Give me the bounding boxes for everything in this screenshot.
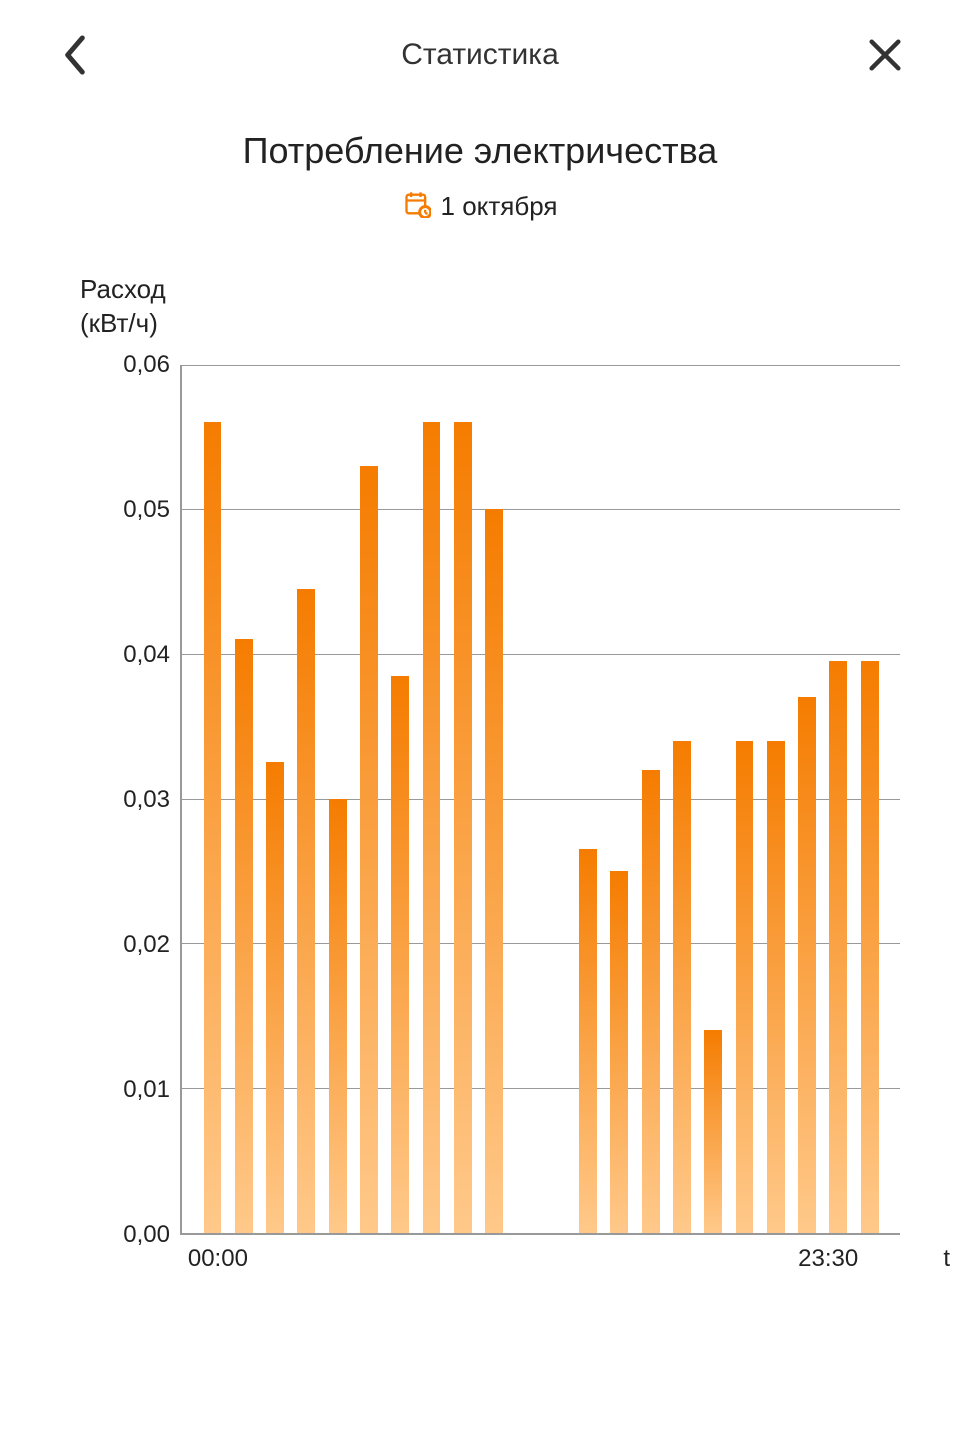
bar <box>704 1030 722 1233</box>
y-tick-label: 0,01 <box>90 1076 170 1104</box>
bar <box>391 676 409 1233</box>
bar <box>297 589 315 1233</box>
y-tick-label: 0,06 <box>90 351 170 379</box>
bar <box>861 661 879 1232</box>
bar <box>423 422 441 1232</box>
y-tick-label: 0,00 <box>90 1221 170 1249</box>
bar <box>736 741 754 1233</box>
back-button[interactable] <box>50 30 100 80</box>
bar <box>642 770 660 1233</box>
y-tick-label: 0,05 <box>90 496 170 524</box>
bar <box>798 697 816 1232</box>
bar <box>266 762 284 1232</box>
bar <box>329 799 347 1233</box>
bar <box>610 871 628 1233</box>
y-tick-label: 0,03 <box>90 786 170 814</box>
bar <box>235 639 253 1232</box>
bar <box>454 422 472 1232</box>
bar <box>767 741 785 1233</box>
y-tick-label: 0,02 <box>90 931 170 959</box>
bar <box>204 422 222 1232</box>
bar <box>579 849 597 1232</box>
y-tick-label: 0,04 <box>90 641 170 669</box>
date-selector[interactable]: 1 октября <box>0 190 960 223</box>
bar <box>485 509 503 1232</box>
x-tick-label: 00:00 <box>188 1245 248 1273</box>
bar <box>673 741 691 1233</box>
x-axis-label: t <box>943 1245 950 1273</box>
date-label: 1 октября <box>441 191 558 222</box>
consumption-chart: t 00:0023:30 0,000,010,020,030,040,050,0… <box>80 365 900 1235</box>
chart-title: Потребление электричества <box>0 130 960 172</box>
calendar-icon <box>403 190 431 223</box>
bar <box>360 466 378 1233</box>
chevron-left-icon <box>59 33 91 77</box>
y-axis-title: Расход (кВт/ч) <box>80 273 960 341</box>
close-icon <box>865 35 905 75</box>
close-button[interactable] <box>860 30 910 80</box>
x-tick-label: 23:30 <box>798 1245 858 1273</box>
bar <box>829 661 847 1232</box>
page-title: Статистика <box>401 38 559 72</box>
